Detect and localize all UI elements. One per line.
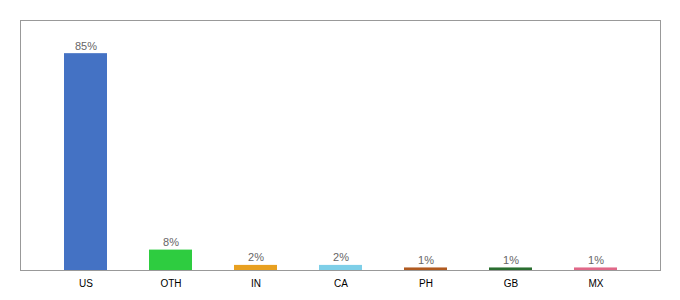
svg-text:GB: GB	[504, 278, 519, 289]
svg-text:1%: 1%	[503, 254, 519, 266]
svg-text:2%: 2%	[248, 251, 264, 263]
svg-text:85%: 85%	[75, 40, 97, 52]
svg-text:US: US	[79, 278, 93, 289]
svg-text:8%: 8%	[163, 236, 179, 248]
svg-text:MX: MX	[589, 278, 604, 289]
svg-text:2%: 2%	[333, 251, 349, 263]
svg-text:PH: PH	[419, 278, 433, 289]
svg-text:CA: CA	[334, 278, 348, 289]
svg-text:1%: 1%	[418, 254, 434, 266]
svg-text:1%: 1%	[588, 254, 604, 266]
svg-text:OTH: OTH	[160, 278, 181, 289]
svg-text:IN: IN	[251, 278, 261, 289]
